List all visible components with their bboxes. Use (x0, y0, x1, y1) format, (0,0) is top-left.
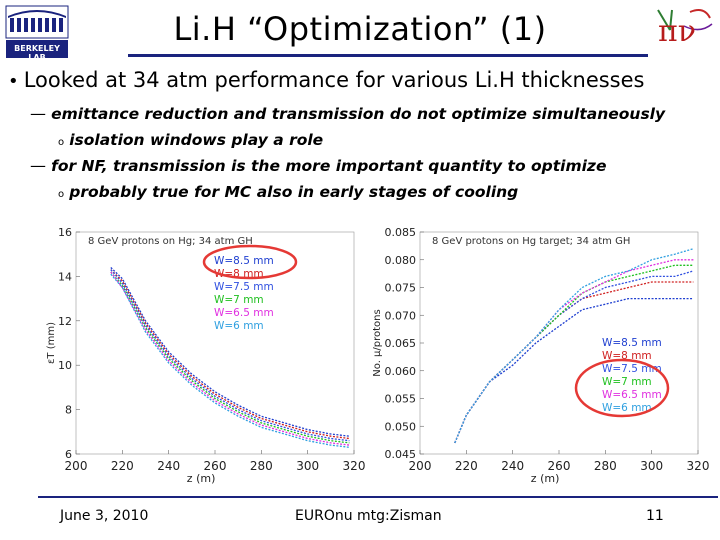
legend-entry: W=6 mm (214, 320, 264, 332)
y-tick-label: 0.065 (385, 337, 417, 350)
transmission-chart: 8 GeV protons on Hg target; 34 atm GH 200… (372, 226, 710, 485)
x-tick-label: 200 (65, 459, 88, 473)
sub-bullet-1-text: emittance reduction and transmission do … (51, 105, 666, 123)
x-tick-label: 300 (640, 459, 663, 473)
plot-frame (75, 231, 355, 455)
y-axis-label: εT (mm) (46, 322, 57, 364)
circle-bullet-icon: o (58, 137, 65, 148)
chart-title: 8 GeV protons on Hg; 34 atm GH (88, 236, 253, 247)
x-tick-label: 200 (409, 459, 432, 473)
x-tick-label: 220 (455, 459, 478, 473)
y-tick-label: 0.060 (385, 365, 417, 378)
y-tick-label: 0.070 (385, 309, 417, 322)
y-axis-label: No. μ/protons (372, 309, 383, 376)
y-tick-label: 10 (58, 359, 72, 372)
legend-entry: W=6.5 mm (214, 307, 274, 319)
y-tick-label: 0.050 (385, 420, 417, 433)
x-tick-label: 320 (687, 459, 710, 473)
highlight-circle (202, 244, 298, 280)
y-tick-label: 12 (58, 315, 72, 328)
y-tick-label: 0.085 (385, 226, 417, 239)
legend-entry: W=7 mm (602, 376, 652, 388)
highlight-circle (574, 358, 670, 418)
x-axis-label: z (m) (187, 472, 216, 485)
footer-date: June 3, 2010 (60, 508, 149, 524)
x-axis-label: z (m) (531, 472, 560, 485)
footer-page-number: 11 (646, 508, 664, 524)
legend-entry: W=6 mm (602, 402, 652, 414)
sub-bullet-1: — emittance reduction and transmission d… (30, 104, 710, 123)
berkeley-lab-logo-icon (5, 5, 69, 58)
y-tick-label: 0.055 (385, 393, 417, 406)
sub-bullet-2a: o probably true for MC also in early sta… (58, 182, 708, 201)
sub-bullet-1a: o isolation windows play a role (58, 130, 708, 149)
x-tick-label: 260 (204, 459, 227, 473)
pi-nu-logo: πν (650, 4, 716, 54)
x-tick-label: 240 (157, 459, 180, 473)
sub-bullet-2: — for NF, transmission is the more impor… (30, 156, 710, 175)
legend-entry: W=8.5 mm (214, 255, 274, 267)
dash-icon: — (30, 156, 46, 175)
chart-title: 8 GeV protons on Hg target; 34 atm GH (432, 236, 630, 247)
legend-entry: W=8 mm (602, 350, 652, 362)
main-bullet-text: Looked at 34 atm performance for various… (23, 68, 645, 92)
series-line (454, 248, 694, 444)
pi-nu-text: πν (658, 14, 696, 49)
logo-text: BERKELEY LAB (14, 44, 60, 62)
x-tick-label: 260 (548, 459, 571, 473)
legend-entry: W=7 mm (214, 294, 264, 306)
y-tick-label: 14 (58, 270, 72, 283)
y-tick-label: 16 (58, 226, 72, 239)
y-tick-label: 8 (65, 404, 72, 417)
y-tick-label: 0.045 (385, 448, 417, 461)
legend-entry: W=7.5 mm (214, 281, 274, 293)
sub-bullet-2a-text: probably true for MC also in early stage… (69, 183, 519, 201)
plot-frame (419, 231, 699, 455)
series-line (110, 269, 350, 440)
bullet-dot-icon: • (8, 71, 19, 92)
legend-entry: W=7.5 mm (602, 363, 662, 375)
x-tick-label: 280 (594, 459, 617, 473)
title-underline (128, 54, 648, 57)
sub-bullet-1a-text: isolation windows play a role (69, 131, 324, 149)
footer-rule (38, 496, 718, 498)
page-title: Li.H “Optimization” (1) (173, 10, 547, 48)
berkeley-lab-logo: BERKELEY LAB (4, 4, 70, 62)
x-tick-label: 320 (343, 459, 366, 473)
circle-bullet-icon: o (58, 189, 65, 200)
dash-icon: — (30, 104, 46, 123)
footer-meeting: EUROnu mtg:Zisman (295, 508, 442, 524)
series-line (110, 269, 350, 442)
legend-entry: W=8.5 mm (602, 337, 662, 349)
y-tick-label: 6 (65, 448, 72, 461)
emittance-chart: 8 GeV protons on Hg; 34 atm GH 200 220 240 2… (46, 226, 366, 485)
y-tick-label: 0.080 (385, 254, 417, 267)
pi-nu-logo-icon (657, 9, 713, 31)
series-line (110, 271, 350, 444)
main-bullet: • Looked at 34 atm performance for vario… (8, 68, 718, 92)
y-tick-label: 0.075 (385, 282, 417, 295)
series-line (110, 267, 350, 437)
x-tick-label: 220 (111, 459, 134, 473)
x-tick-label: 300 (296, 459, 319, 473)
legend-entry: W=6.5 mm (602, 389, 662, 401)
x-tick-label: 280 (250, 459, 273, 473)
sub-bullet-2-text: for NF, transmission is the more importa… (51, 157, 607, 175)
x-tick-label: 240 (501, 459, 524, 473)
